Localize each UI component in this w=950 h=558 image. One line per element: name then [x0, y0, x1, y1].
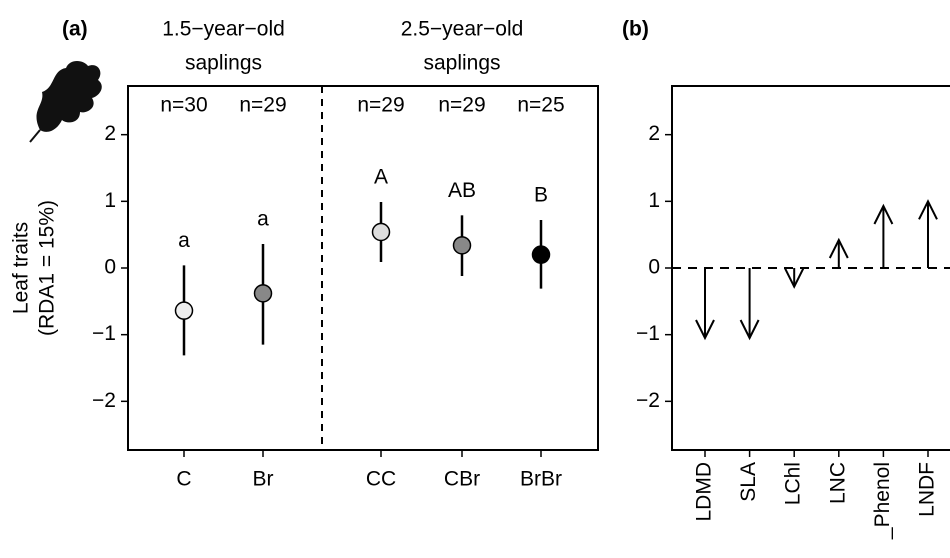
group-label: saplings: [423, 52, 500, 75]
arrow-head: [784, 268, 805, 289]
x-tick-label: C: [176, 468, 191, 491]
group-label: 2.5−year−old: [401, 18, 524, 41]
mean-point: [531, 245, 551, 264]
panel-label: (a): [62, 18, 88, 41]
panel-label: (b): [622, 18, 649, 41]
group-label: 1.5−year−old: [162, 18, 285, 41]
arrow-head: [873, 203, 894, 225]
arrow-head: [828, 237, 849, 259]
y-tick-label: 1: [648, 189, 660, 212]
x-tick-label: LDMD: [693, 462, 716, 522]
letter-label: B: [534, 184, 548, 207]
y-tick-label: 2: [104, 122, 116, 145]
mean-point: [452, 236, 472, 255]
x-tick-label: LNDF: [916, 462, 939, 517]
y-tick-label: 2: [648, 122, 660, 145]
letter-label: AB: [448, 179, 476, 202]
n-label: n=29: [357, 94, 404, 117]
y-axis-label: Leaf traits: [10, 222, 33, 314]
arrow-head: [695, 319, 715, 341]
x-tick-label: BrBr: [520, 468, 562, 491]
x-tick-label: SLA: [737, 462, 760, 502]
x-tick-label: CBr: [444, 468, 480, 491]
group-label: saplings: [185, 52, 262, 75]
mean-point: [371, 222, 391, 242]
y-tick-label: 0: [104, 256, 116, 279]
y-tick-label: −1: [636, 322, 660, 345]
x-tick-label: LNC: [826, 462, 849, 504]
n-label: n=25: [517, 94, 564, 117]
y-tick-label: 0: [648, 256, 660, 279]
x-tick-label: LChl: [782, 462, 805, 505]
letter-label: A: [374, 166, 388, 189]
x-tick-label: CC: [366, 468, 396, 491]
arrow-head: [918, 199, 938, 220]
y-tick-label: −2: [636, 389, 660, 412]
mean-point: [174, 301, 194, 320]
arrow-head: [739, 319, 760, 341]
y-tick-label: 1: [104, 189, 116, 212]
plot-frame: [671, 85, 950, 451]
y-axis-label: (RDA1 = 15%): [36, 200, 59, 336]
leaf-icon: [29, 61, 102, 143]
n-label: n=30: [160, 94, 207, 117]
n-label: n=29: [239, 94, 286, 117]
y-tick-label: −2: [92, 389, 116, 412]
letter-label: a: [257, 208, 269, 231]
x-tick-label: Br: [253, 468, 274, 491]
plot-frame: [127, 85, 599, 451]
mean-point: [253, 284, 273, 303]
y-tick-label: −1: [92, 322, 116, 345]
x-tick-label: _Phenol: [871, 462, 894, 540]
letter-label: a: [178, 229, 190, 252]
n-label: n=29: [438, 94, 485, 117]
